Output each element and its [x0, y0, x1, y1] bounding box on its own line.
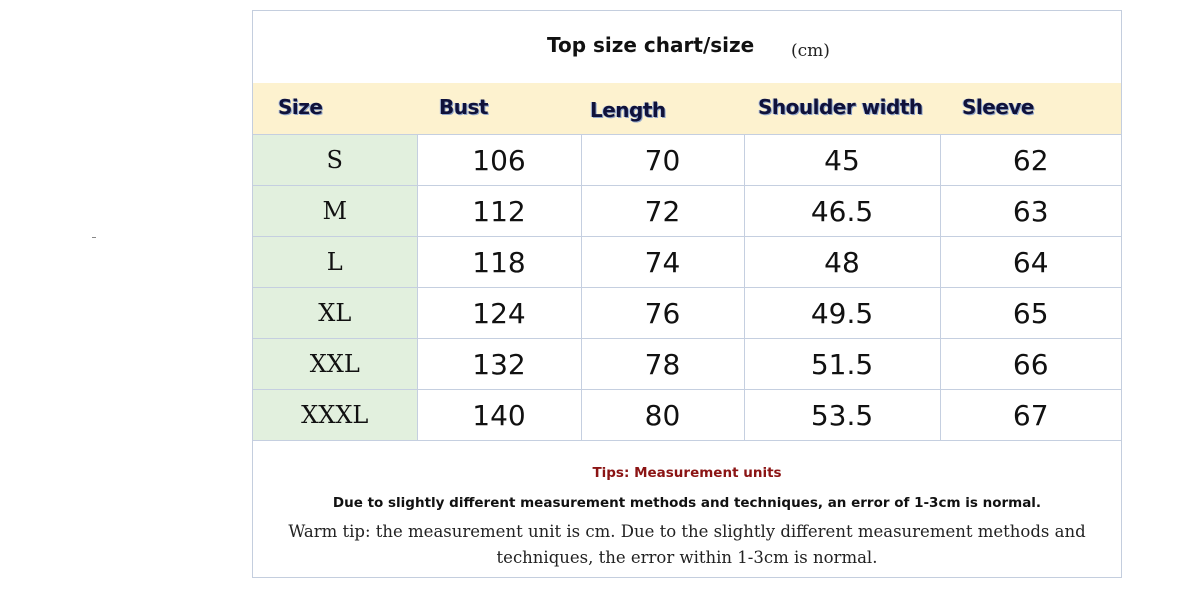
- length-cell: 80: [580, 389, 745, 441]
- table-row: S 106 70 45 62: [253, 134, 1121, 186]
- length-cell: 70: [580, 134, 745, 186]
- size-table: S 106 70 45 62 M 112 72 46.5 63 L 118 74…: [253, 134, 1121, 441]
- shoulder-width-cell: 53.5: [743, 389, 941, 441]
- sleeve-cell: 62: [939, 134, 1121, 186]
- bust-cell: 106: [416, 134, 582, 186]
- size-cell: L: [253, 236, 418, 288]
- bust-cell: 124: [416, 287, 582, 339]
- sleeve-cell: 65: [939, 287, 1121, 339]
- bust-cell: 112: [416, 185, 582, 237]
- shoulder-width-cell: 49.5: [743, 287, 941, 339]
- shoulder-width-cell: 48: [743, 236, 941, 288]
- size-cell: S: [253, 134, 418, 186]
- table-row: XXXL 140 80 53.5 67: [253, 389, 1121, 441]
- length-cell: 74: [580, 236, 745, 288]
- length-cell: 78: [580, 338, 745, 390]
- size-cell: M: [253, 185, 418, 237]
- table-row: XXL 132 78 51.5 66: [253, 338, 1121, 390]
- sleeve-cell: 66: [939, 338, 1121, 390]
- header-sleeve: Sleeve: [962, 95, 1035, 119]
- tips-note: Due to slightly different measurement me…: [332, 495, 1042, 511]
- bust-cell: 140: [416, 389, 582, 441]
- shoulder-width-cell: 46.5: [743, 185, 941, 237]
- table-row: L 118 74 48 64: [253, 236, 1121, 288]
- shoulder-width-cell: 51.5: [743, 338, 941, 390]
- bust-cell: 118: [416, 236, 582, 288]
- shoulder-width-cell: 45: [743, 134, 941, 186]
- size-cell: XL: [253, 287, 418, 339]
- bust-cell: 132: [416, 338, 582, 390]
- size-cell: XXXL: [253, 389, 418, 441]
- warm-tip: Warm tip: the measurement unit is cm. Du…: [288, 522, 1086, 567]
- header-shoulder-width: Shoulder width: [758, 95, 923, 119]
- table-header: Size Bust Length Shoulder width Sleeve: [253, 83, 1121, 134]
- size-cell: XXL: [253, 338, 418, 390]
- stray-mark: [92, 237, 96, 238]
- length-cell: 72: [580, 185, 745, 237]
- title-row: Top size chart/size (cm): [253, 11, 1121, 83]
- sleeve-cell: 64: [939, 236, 1121, 288]
- header-bust: Bust: [439, 95, 488, 119]
- table-row: XL 124 76 49.5 65: [253, 287, 1121, 339]
- table-row: M 112 72 46.5 63: [253, 185, 1121, 237]
- unit-label: (cm): [791, 41, 830, 61]
- tips-section: Tips: Measurement units Due to slightly …: [253, 449, 1121, 577]
- length-cell: 76: [580, 287, 745, 339]
- header-length: Length: [590, 98, 666, 122]
- header-size: Size: [278, 95, 323, 119]
- sleeve-cell: 63: [939, 185, 1121, 237]
- size-chart: Top size chart/size (cm) Size Bust Lengt…: [252, 10, 1122, 578]
- tips-heading: Tips: Measurement units: [592, 465, 782, 481]
- chart-title: Top size chart/size: [547, 33, 755, 57]
- sleeve-cell: 67: [939, 389, 1121, 441]
